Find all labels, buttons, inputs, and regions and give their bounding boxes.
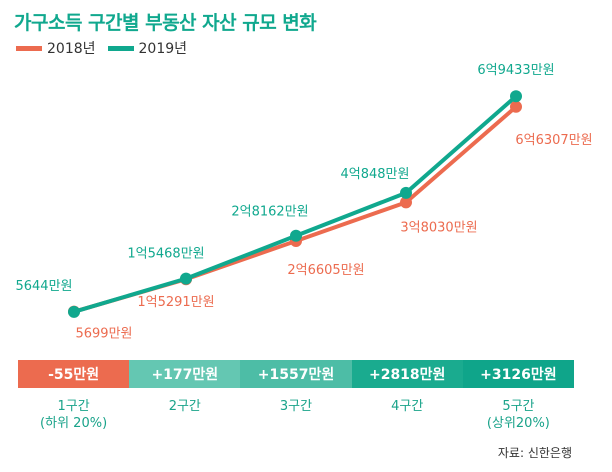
category-name-4: 4구간 — [391, 399, 424, 414]
legend-label-2018: 2018년 — [47, 41, 96, 57]
data-label-2018년-2: 1억5291만원 — [137, 295, 214, 310]
difference-cell-2: +177만원 — [129, 360, 241, 388]
data-point-2019년-3 — [290, 229, 302, 242]
data-label-2019년-4: 4억848만원 — [341, 167, 410, 182]
category-note-5: (상위20%) — [486, 416, 550, 431]
data-point-2019년-5 — [510, 90, 522, 103]
legend-swatch-2018 — [16, 45, 42, 51]
category-name-2: 2구간 — [168, 399, 201, 414]
data-point-2018년-4 — [400, 196, 412, 209]
category-label-5: 5구간 (상위20%) — [463, 398, 574, 432]
data-label-2019년-5: 6억9433만원 — [477, 63, 554, 78]
data-point-2018년-5 — [510, 100, 522, 113]
difference-bar: -55만원 +177만원 +1557만원 +2818만원 +3126만원 — [18, 360, 575, 388]
data-point-2019년-2 — [180, 272, 192, 285]
category-name-3: 3구간 — [279, 399, 313, 414]
category-labels: 1구간 (하위 20%) 2구간 3구간 4구간 5구간 (상위20%) — [18, 398, 574, 432]
category-label-4: 4구간 — [352, 398, 463, 432]
difference-cell-3: +1557만원 — [240, 360, 352, 388]
data-label-2018년-5: 6억6307만원 — [515, 133, 592, 148]
legend-swatch-2019 — [107, 45, 134, 51]
difference-cell-4: +2818만원 — [351, 360, 463, 388]
category-label-2: 2구간 — [129, 398, 240, 432]
data-label-2018년-1: 5699만원 — [75, 327, 132, 342]
data-point-2019년-1 — [68, 305, 80, 318]
difference-cell-1: -55만원 — [18, 360, 130, 388]
legend-item-2019: 2019년 — [107, 38, 188, 58]
category-name-5: 5구간 — [502, 399, 535, 414]
category-name-1: 1구간 — [57, 399, 90, 414]
data-point-2019년-4 — [400, 186, 412, 199]
category-note-1: (하위 20%) — [40, 416, 108, 431]
category-label-3: 3구간 — [240, 398, 351, 432]
data-label-2019년-3: 2억8162만원 — [231, 205, 308, 220]
data-label-2018년-4: 3억8030만원 — [400, 220, 477, 235]
data-label-2019년-2: 1억5468만원 — [127, 247, 204, 262]
category-label-1: 1구간 (하위 20%) — [18, 398, 129, 432]
legend-label-2019: 2019년 — [138, 41, 188, 57]
difference-cell-5: +3126만원 — [462, 360, 575, 388]
source-note: 자료: 신한은행 — [497, 446, 572, 460]
legend: 2018년 2019년 — [16, 38, 199, 58]
legend-item-2018: 2018년 — [16, 38, 96, 58]
chart-title: 가구소득 구간별 부동산 자산 규모 변화 — [14, 12, 317, 34]
data-label-2018년-3: 2억6605만원 — [287, 263, 364, 278]
data-label-2019년-1: 5644만원 — [15, 279, 72, 294]
